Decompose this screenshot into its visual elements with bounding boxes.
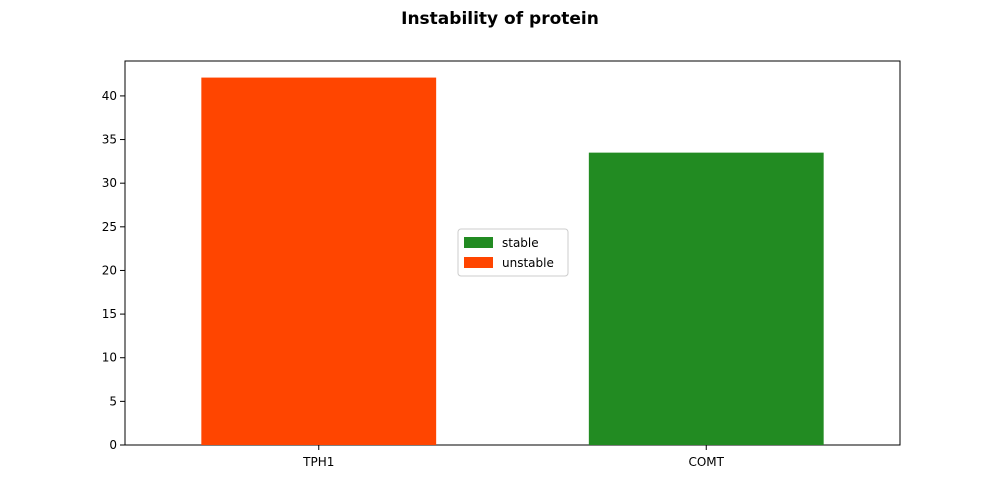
bar-comt xyxy=(588,152,824,446)
plot-frame xyxy=(124,60,901,446)
axes-layer: 0 5 10 15 20 25 30 35 40 TPH1 COMT xyxy=(102,60,901,469)
bars-layer xyxy=(201,77,824,446)
y-tick-label: 5 xyxy=(109,394,117,408)
y-tick-label: 15 xyxy=(102,307,117,321)
chart-title: Instability of protein xyxy=(401,9,599,29)
legend-swatch-unstable xyxy=(464,257,493,268)
y-tick-label: 25 xyxy=(102,220,117,234)
x-tick-label: TPH1 xyxy=(302,455,334,469)
y-tick-label: 10 xyxy=(102,351,117,365)
legend-label-stable: stable xyxy=(502,236,539,250)
y-tick-label: 30 xyxy=(102,176,117,190)
bar-tph1 xyxy=(201,77,437,445)
legend-label-unstable: unstable xyxy=(502,256,554,270)
y-tick-label: 40 xyxy=(102,89,117,103)
x-tick-label: COMT xyxy=(688,455,724,469)
legend-swatch-stable xyxy=(464,237,493,248)
y-tick-label: 0 xyxy=(109,438,117,452)
y-tick-label: 20 xyxy=(102,263,117,277)
legend: stable unstable xyxy=(457,228,569,277)
y-tick-label: 35 xyxy=(102,133,117,147)
